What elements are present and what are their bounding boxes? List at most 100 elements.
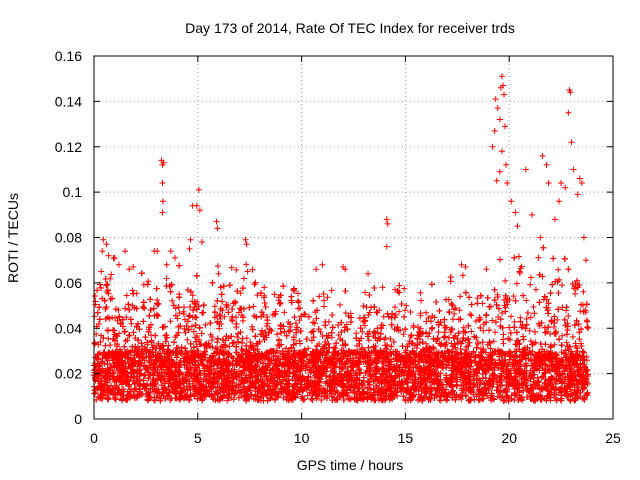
data-point [423, 309, 430, 316]
data-points [91, 73, 592, 404]
data-point [128, 320, 135, 327]
data-point [214, 263, 221, 270]
data-point [499, 310, 506, 317]
data-point [233, 266, 240, 273]
data-point [572, 290, 579, 297]
data-point [123, 314, 130, 321]
data-point [247, 338, 254, 345]
data-point [522, 325, 529, 332]
data-point [298, 395, 305, 402]
data-point [523, 315, 530, 322]
data-point [417, 289, 424, 296]
data-point [401, 285, 408, 292]
data-point [230, 396, 237, 403]
data-point [395, 308, 402, 315]
data-point [123, 292, 130, 299]
data-point [250, 303, 257, 310]
data-point [527, 337, 534, 344]
data-point [184, 336, 191, 343]
data-point [145, 278, 152, 285]
data-point [563, 339, 570, 346]
data-point [456, 307, 463, 314]
data-point [290, 350, 297, 357]
data-point [518, 263, 525, 270]
data-point [346, 348, 353, 355]
data-point [249, 323, 256, 330]
data-point [342, 310, 349, 317]
data-point [527, 314, 534, 321]
data-point [335, 331, 342, 338]
data-point [526, 327, 533, 334]
data-point [380, 313, 387, 320]
data-point [550, 323, 557, 330]
data-point [464, 335, 471, 342]
data-point [296, 317, 303, 324]
data-point [489, 317, 496, 324]
data-point [188, 323, 195, 330]
data-point [502, 277, 509, 284]
data-point [176, 310, 183, 317]
data-point [559, 332, 566, 339]
data-point [95, 393, 102, 400]
data-point [490, 338, 497, 345]
data-point [281, 309, 288, 316]
data-point [202, 321, 209, 328]
data-point [580, 288, 587, 295]
data-point [305, 345, 312, 352]
data-point [240, 275, 247, 282]
data-point [307, 369, 314, 376]
data-point [499, 393, 506, 400]
data-point [472, 318, 479, 325]
data-point [336, 301, 343, 308]
data-point [479, 300, 486, 307]
data-point [477, 316, 484, 323]
data-point [504, 301, 511, 308]
data-point [130, 263, 137, 270]
data-point [340, 348, 347, 355]
data-point [214, 339, 221, 346]
data-point [221, 313, 228, 320]
data-point [140, 299, 147, 306]
data-point [234, 334, 241, 341]
data-point [400, 331, 407, 338]
data-point [237, 290, 244, 297]
data-point [243, 261, 250, 268]
data-point [555, 266, 562, 273]
data-point [554, 316, 561, 323]
data-point [436, 396, 443, 403]
data-point [254, 292, 261, 299]
data-point [374, 329, 381, 336]
data-point [320, 291, 327, 298]
data-point [392, 304, 399, 311]
data-point [226, 343, 233, 350]
data-point [324, 335, 331, 342]
data-point [343, 382, 350, 389]
data-point [530, 303, 537, 310]
data-point [255, 350, 262, 357]
data-point [316, 293, 323, 300]
data-point [449, 316, 456, 323]
data-point [551, 341, 558, 348]
data-point [388, 321, 395, 328]
data-point [403, 302, 410, 309]
data-point [211, 303, 218, 310]
data-point [169, 297, 176, 304]
data-point [513, 341, 520, 348]
data-point [468, 328, 475, 335]
data-point [500, 340, 507, 347]
data-point [324, 294, 331, 301]
data-point [243, 335, 250, 342]
data-point [459, 377, 466, 384]
data-point [346, 396, 353, 403]
data-point [129, 287, 136, 294]
data-point [467, 311, 474, 318]
data-point [457, 293, 464, 300]
data-point [167, 318, 174, 325]
data-point [435, 329, 442, 336]
data-point [418, 297, 425, 304]
data-point [568, 348, 575, 355]
data-point [425, 314, 432, 321]
data-point [492, 329, 499, 336]
